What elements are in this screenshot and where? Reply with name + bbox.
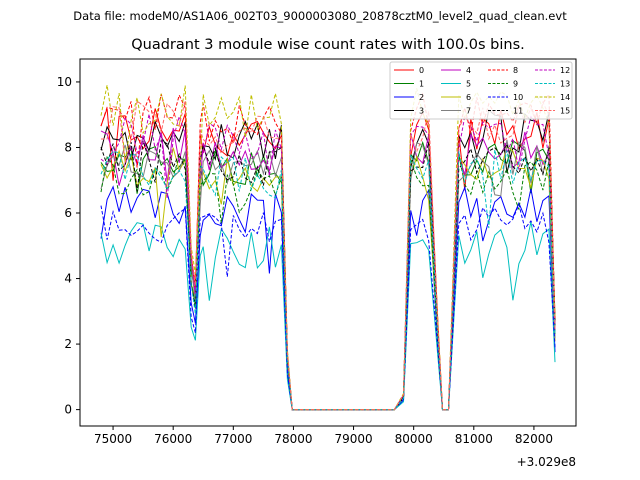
series-line-15 xyxy=(100,100,556,411)
axes-frame xyxy=(79,58,577,427)
legend-label-10: 10 xyxy=(513,93,523,102)
y-axis: 0 2 4 6 8 10 xyxy=(57,75,80,417)
series-line-10 xyxy=(100,202,556,411)
legend-label-3: 3 xyxy=(419,107,424,116)
legend-label-14: 14 xyxy=(560,93,570,102)
series-line-9 xyxy=(100,154,556,411)
x-tick-label: 78000 xyxy=(274,432,312,446)
y-tick-label: 10 xyxy=(57,75,72,89)
series-line-6 xyxy=(100,145,556,411)
legend-label-7: 7 xyxy=(466,107,471,116)
legend-label-6: 6 xyxy=(466,93,471,102)
x-tick-label: 82000 xyxy=(515,432,553,446)
series-line-14 xyxy=(100,85,556,411)
legend-label-11: 11 xyxy=(513,107,523,116)
y-tick-label: 2 xyxy=(64,337,72,351)
x-tick-label: 77000 xyxy=(214,432,252,446)
series-layer xyxy=(100,85,556,411)
series-line-2 xyxy=(100,185,556,411)
legend-label-12: 12 xyxy=(560,66,570,75)
x-axis: 75000 76000 77000 78000 79000 80000 81000 82000 xyxy=(94,426,553,446)
legend-label-1: 1 xyxy=(419,80,424,89)
x-tick-label: 75000 xyxy=(94,432,132,446)
plot-area xyxy=(100,85,556,411)
x-tick-label: 76000 xyxy=(154,432,192,446)
x-tick-label: 79000 xyxy=(334,432,372,446)
x-offset-label: +3.029e8 xyxy=(517,455,576,469)
y-tick-label: 6 xyxy=(64,206,72,220)
x-tick-label: 81000 xyxy=(455,432,493,446)
legend-label-9: 9 xyxy=(513,80,518,89)
y-tick-label: 4 xyxy=(64,272,72,286)
series-line-11 xyxy=(100,139,556,411)
legend-label-8: 8 xyxy=(513,66,518,75)
y-tick-label: 0 xyxy=(64,403,72,417)
legend-label-4: 4 xyxy=(466,66,471,75)
y-tick-label: 8 xyxy=(64,140,72,154)
series-line-13 xyxy=(100,149,556,411)
legend-label-13: 13 xyxy=(560,80,570,89)
chart-title: Quadrant 3 module wise count rates with … xyxy=(131,37,525,53)
x-tick-label: 80000 xyxy=(395,432,433,446)
legend-label-0: 0 xyxy=(419,66,424,75)
legend-box xyxy=(389,61,573,120)
series-line-1 xyxy=(100,139,556,411)
data-file-label: Data file: modeM0/AS1A06_002T03_90000030… xyxy=(73,9,567,23)
legend-label-5: 5 xyxy=(466,80,471,89)
series-line-5 xyxy=(100,221,556,411)
legend-label-15: 15 xyxy=(560,107,570,116)
legend-label-2: 2 xyxy=(419,93,424,102)
